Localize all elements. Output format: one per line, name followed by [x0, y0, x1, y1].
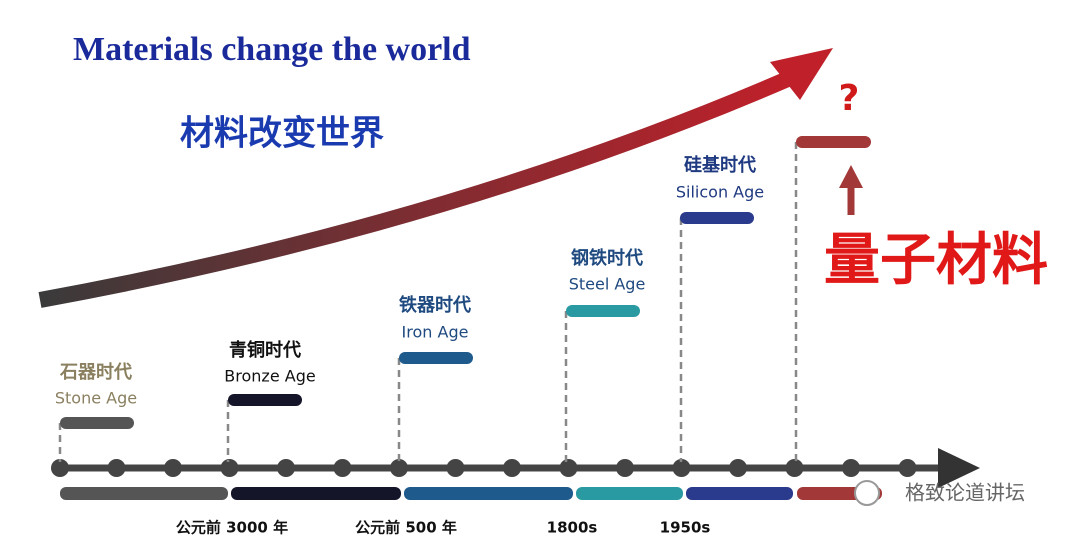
- question-mark: ?: [839, 78, 860, 119]
- age-bar: [796, 136, 871, 148]
- watermark: 格致论道讲坛: [905, 481, 1025, 505]
- timeline-dot: [333, 459, 352, 477]
- timeline-dot: [559, 459, 578, 477]
- era-bar: [60, 487, 228, 500]
- timeline-dot: [785, 459, 804, 477]
- timeline-dot: [842, 459, 860, 477]
- era-bar: [404, 487, 573, 500]
- age-bar: [566, 305, 640, 317]
- title: Materials change the world: [73, 31, 471, 68]
- age-bar: [60, 417, 134, 429]
- subtitle: 材料改变世界: [180, 114, 384, 154]
- age-bar: [228, 394, 302, 406]
- age-name-cn: 钢铁时代: [571, 247, 643, 269]
- era-bar: [576, 487, 683, 500]
- timeline-arrowhead: [938, 448, 980, 488]
- timeline-dot: [503, 459, 521, 477]
- age-name-cn: 铁器时代: [399, 294, 471, 316]
- timeline-dot: [729, 459, 747, 477]
- timeline-dot: [390, 459, 408, 477]
- timeline-dot: [446, 459, 465, 477]
- age-name-en: Silicon Age: [676, 183, 764, 202]
- timeline-dot: [220, 459, 239, 477]
- timeline-label: 公元前 3000 年: [176, 519, 288, 537]
- era-bar: [231, 487, 401, 500]
- age-name-cn: 青铜时代: [229, 339, 301, 361]
- timeline-dot: [672, 459, 691, 477]
- timeline-dot: [164, 459, 182, 477]
- timeline-dot: [51, 459, 69, 477]
- era-bars: [60, 487, 882, 500]
- growth-arrow: [38, 70, 794, 308]
- era-bar: [686, 487, 793, 500]
- timeline-label: 1800s: [547, 519, 598, 537]
- age-name-en: Steel Age: [569, 275, 646, 294]
- timeline-dot: [107, 459, 126, 477]
- age-name-en: Bronze Age: [224, 367, 315, 386]
- age-name-cn: 石器时代: [59, 362, 132, 383]
- quantum-label: 量子材料: [824, 228, 1048, 293]
- timeline-label: 公元前 500 年: [355, 519, 457, 537]
- watermark-icon: [854, 480, 880, 506]
- timeline-dot: [898, 459, 917, 477]
- timeline-label: 1950s: [660, 519, 711, 537]
- growth-arrowhead: [770, 48, 833, 100]
- timeline-dot: [616, 459, 634, 477]
- age-bar: [399, 352, 473, 364]
- timeline-dots: [51, 459, 917, 477]
- age-name-en: Iron Age: [402, 323, 469, 342]
- up-arrowhead: [839, 165, 863, 188]
- timeline-dot: [277, 459, 295, 477]
- age-name-en: Stone Age: [55, 389, 137, 408]
- age-bar: [680, 212, 754, 224]
- age-name-cn: 硅基时代: [684, 154, 756, 176]
